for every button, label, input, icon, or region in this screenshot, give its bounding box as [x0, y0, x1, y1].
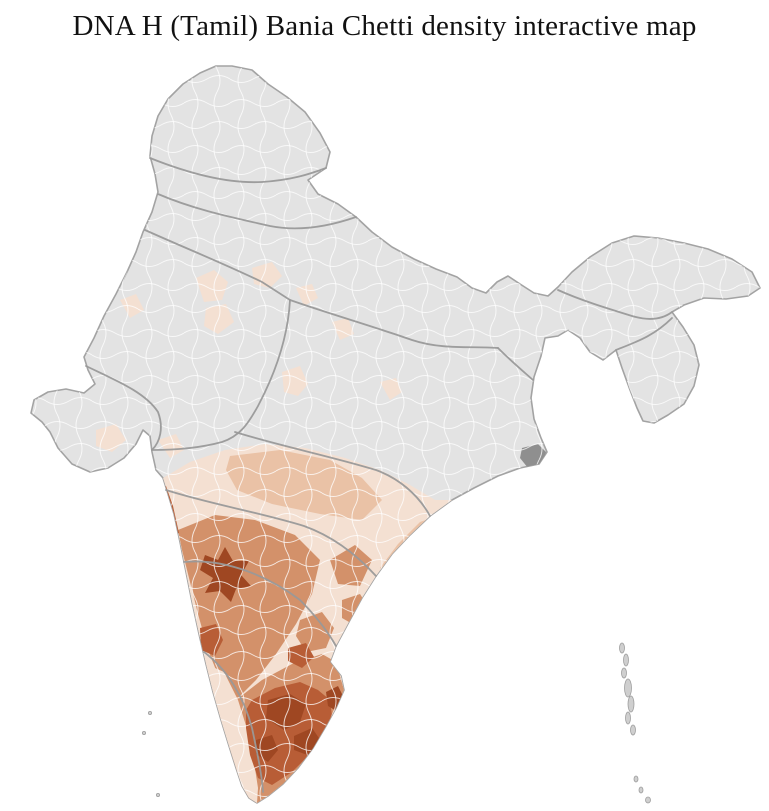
state-border-line	[234, 431, 431, 517]
state-border-line	[157, 193, 357, 230]
andaman-nicobar-islands[interactable]	[619, 642, 651, 804]
state-border-line	[203, 651, 264, 793]
page-title: DNA H (Tamil) Bania Chetti density inter…	[72, 10, 697, 42]
state-border-line	[144, 229, 291, 301]
state-border-line	[557, 289, 673, 320]
state-border-line	[149, 157, 327, 184]
state-border-line	[165, 489, 377, 577]
region-patch-assam[interactable]	[686, 308, 702, 324]
state-border-line	[497, 347, 534, 381]
state-border-line	[85, 365, 162, 451]
state-border-line	[183, 560, 337, 647]
district-grid-overlay	[31, 66, 760, 803]
state-border-line	[615, 317, 673, 351]
lakshadweep-islands[interactable]	[141, 711, 160, 798]
state-border-line	[151, 299, 291, 451]
state-border-line	[289, 299, 499, 349]
state-borders	[85, 157, 673, 793]
